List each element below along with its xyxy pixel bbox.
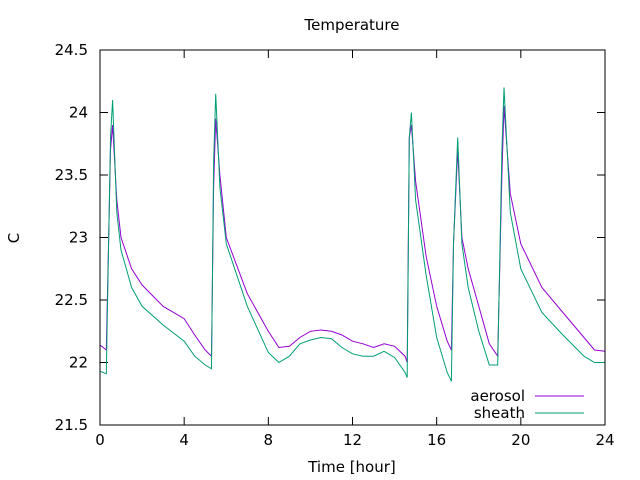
y-tick-label: 24 bbox=[69, 104, 88, 122]
x-tick-label: 16 bbox=[427, 431, 446, 449]
series-line-aerosol bbox=[99, 106, 606, 363]
x-tick-label: 20 bbox=[511, 431, 530, 449]
y-tick-label: 23 bbox=[69, 229, 88, 247]
y-axis-label: C bbox=[5, 233, 23, 243]
y-tick-label: 22 bbox=[69, 354, 88, 372]
x-tick-label: 24 bbox=[595, 431, 614, 449]
legend-label-sheath: sheath bbox=[474, 404, 525, 422]
x-axis-label: Time [hour] bbox=[307, 458, 396, 476]
y-tick-label: 24.5 bbox=[55, 41, 88, 59]
x-tick-label: 8 bbox=[264, 431, 274, 449]
chart-title: Temperature bbox=[303, 16, 399, 34]
y-tick-label: 21.5 bbox=[55, 416, 88, 434]
x-tick-label: 4 bbox=[179, 431, 189, 449]
series-lines bbox=[99, 87, 606, 382]
x-tick-label: 0 bbox=[95, 431, 105, 449]
series-line-sheath bbox=[99, 87, 605, 382]
legend-label-aerosol: aerosol bbox=[470, 387, 525, 405]
plot-frame bbox=[99, 49, 606, 426]
y-tick-label: 22.5 bbox=[55, 291, 88, 309]
y-tick-label: 23.5 bbox=[55, 166, 88, 184]
x-tick-label: 12 bbox=[343, 431, 362, 449]
axis-ticks: 0 4 8 12 16 20 24 21.5 22 22.5 23 23.5 24 24.5 bbox=[55, 41, 615, 449]
